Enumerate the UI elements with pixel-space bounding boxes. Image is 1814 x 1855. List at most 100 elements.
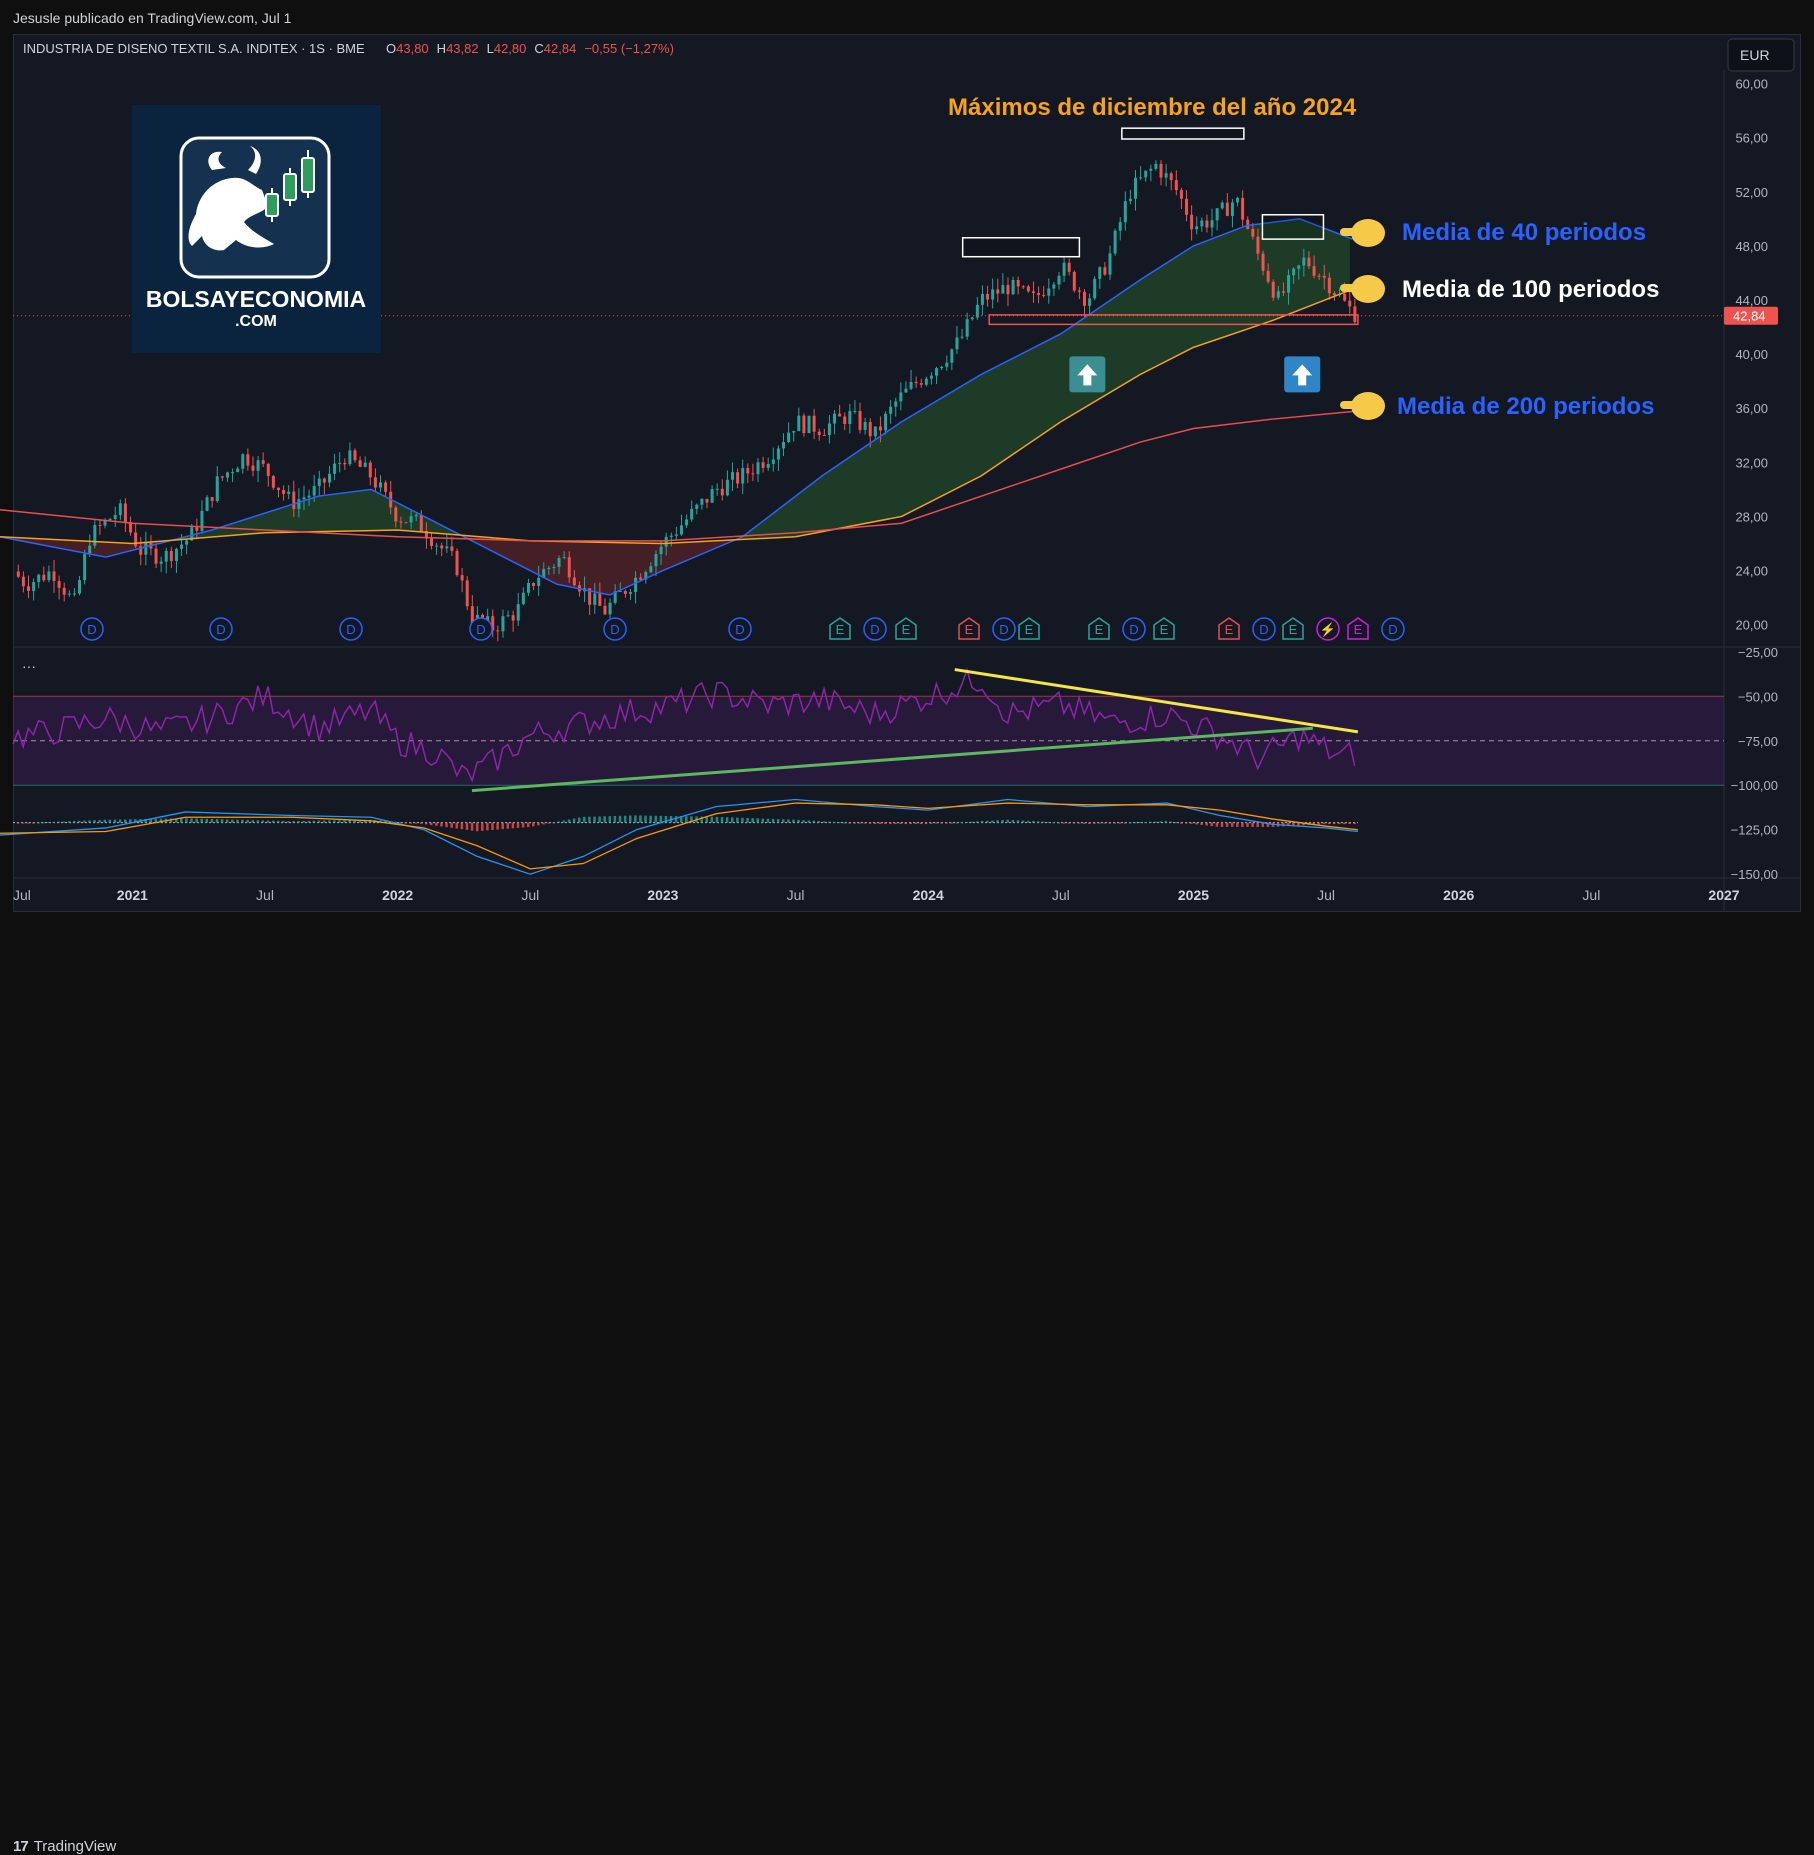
macd-histogram-bar: [21, 822, 25, 824]
macd-histogram-bar: [440, 822, 443, 827]
macd-histogram-bar: [664, 815, 668, 823]
macd-histogram-bar: [884, 822, 887, 825]
candle-body: [343, 462, 347, 465]
marker-letter: E: [1160, 622, 1169, 637]
macd-histogram-bar: [435, 822, 438, 826]
candle-body: [210, 497, 214, 501]
time-tick-label: Jul: [13, 887, 31, 903]
macd-histogram-bar: [843, 822, 846, 824]
o-value: 43,80: [396, 41, 429, 56]
pane-menu-icon[interactable]: ···: [22, 658, 36, 674]
marker-letter: D: [1259, 622, 1268, 637]
dividend-marker: D: [1381, 617, 1405, 641]
marker-letter: D: [999, 622, 1008, 637]
candle-body: [394, 507, 398, 522]
candle-body: [792, 431, 796, 433]
publisher-bar: Jesusle publicado en TradingView.com, Ju…: [0, 0, 1814, 34]
time-tick-label: 2027: [1708, 887, 1739, 903]
l-value: 42,80: [494, 41, 527, 56]
macd-histogram-bar: [180, 818, 183, 823]
macd-histogram-bar: [353, 820, 356, 823]
candle-body: [970, 317, 974, 320]
candle-body: [532, 583, 536, 586]
candle-body: [1164, 173, 1168, 178]
candle-body: [807, 415, 811, 434]
macd-histogram-bar: [333, 820, 336, 823]
candle-body: [1159, 163, 1163, 178]
time-tick-label: 2022: [382, 887, 413, 903]
macd-histogram-bar: [889, 822, 892, 825]
macd-histogram-bar: [1047, 821, 1050, 823]
candle-body: [858, 410, 862, 430]
candle-body: [654, 554, 658, 567]
macd-histogram-bar: [929, 822, 933, 824]
dividend-marker: D: [992, 617, 1016, 641]
l-label: L: [487, 41, 494, 56]
candle-body: [695, 504, 699, 509]
macd-histogram-bar: [537, 822, 540, 826]
time-tick-label: Jul: [256, 887, 274, 903]
macd-histogram-bar: [649, 815, 652, 823]
macd-histogram-bar: [1338, 822, 1341, 825]
price-chart[interactable]: INDUSTRIA DE DISENO TEXTIL S.A. INDITEX …: [0, 0, 1814, 957]
price-axis[interactable]: 60,00 56,00 52,00 48,00 44,00 40,00 36,00 32,00…: [1731, 77, 1778, 883]
annotation-boxes[interactable]: [961, 127, 1359, 393]
candle-body: [547, 567, 551, 569]
indicator-tick-label: −50,00: [1738, 689, 1778, 704]
dividend-marker: D: [209, 617, 233, 641]
brand-logo: BOLSAYECONOMIA .COM: [132, 105, 381, 353]
price-tick-label: 20,00: [1735, 618, 1768, 633]
candle-body: [496, 630, 500, 632]
candle-body: [1190, 214, 1194, 230]
macd-histogram-bar: [343, 820, 346, 823]
macd-histogram-bar: [266, 820, 270, 823]
macd-histogram-bar: [470, 822, 474, 831]
candle-body: [1098, 267, 1102, 279]
marker-outline: [895, 617, 917, 640]
candle-body: [1215, 208, 1219, 221]
event-markers[interactable]: D D D D D D E D E E D E E D E E D E ⚡ E D: [80, 617, 1405, 641]
indicator-tick-label: −25,00: [1738, 645, 1778, 660]
indicator-tick-label: −150,00: [1731, 867, 1778, 882]
macd-histogram-bar: [1332, 822, 1336, 825]
macd-histogram-bar: [838, 822, 841, 824]
footer-bar: 17 TradingView: [0, 912, 1814, 1855]
logo-brand-text: BOLSAYECONOMIA: [146, 286, 366, 312]
candle-body: [634, 577, 638, 593]
macd-histogram-bar: [1210, 822, 1214, 827]
earnings-marker: E: [1153, 617, 1175, 640]
currency-button[interactable]: [1727, 38, 1795, 72]
macd-histogram-bar: [746, 818, 749, 823]
candle-body: [1179, 190, 1183, 199]
macd-histogram-bar: [1179, 822, 1183, 824]
macd-histogram-bar: [715, 816, 719, 823]
candle-body: [644, 572, 648, 580]
candle-body: [83, 554, 87, 581]
candle-body: [373, 477, 377, 488]
ohlc-readout: O43,80 H43,82 L42,80 C42,84 −0,55 (−1,27%): [386, 41, 674, 56]
ma100-label: Media de 100 periodos: [1402, 276, 1659, 303]
candle-body: [424, 531, 428, 539]
candle-body: [287, 491, 291, 494]
macd-histogram-bar: [1093, 822, 1096, 824]
price-tick-label: 60,00: [1735, 77, 1768, 92]
macd-histogram-bar: [1287, 822, 1290, 827]
tradingview-brand[interactable]: 17 TradingView: [13, 1838, 116, 1855]
macd-histogram-bar: [924, 822, 928, 825]
time-axis[interactable]: Jul 2021 Jul 2022 Jul 2023 Jul 2024 Jul 2025 Jul 20…: [13, 887, 1740, 903]
marker-letter: D: [346, 622, 355, 637]
earnings-marker: E: [1218, 617, 1240, 640]
macd-histogram-bar: [419, 822, 423, 824]
moving-averages: [0, 218, 1359, 596]
candle-body: [1077, 290, 1081, 292]
candle-body: [623, 591, 627, 594]
candle-body: [802, 415, 806, 434]
candle-body: [751, 473, 755, 475]
macd-histogram-bar: [521, 822, 525, 828]
candle-body: [1006, 285, 1010, 295]
macd-histogram-bar: [496, 822, 499, 830]
macd-histogram-bar: [802, 820, 805, 823]
macd-histogram-bar: [57, 821, 61, 823]
marker-outline: [1252, 617, 1276, 641]
macd-histogram-bar: [491, 822, 494, 830]
